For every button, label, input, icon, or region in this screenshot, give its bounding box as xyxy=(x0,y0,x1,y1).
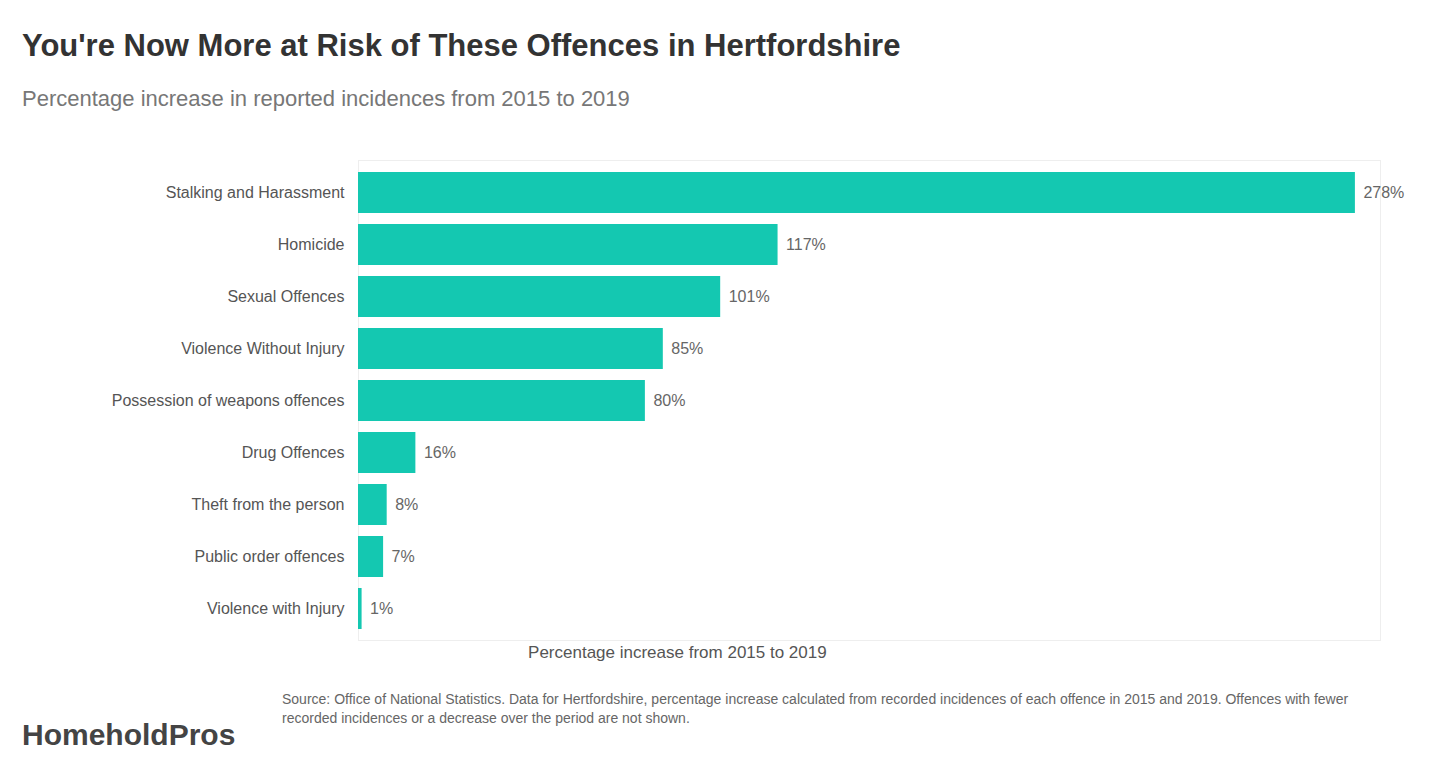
svg-text:Sexual Offences: Sexual Offences xyxy=(227,288,344,305)
svg-text:Drug Offences: Drug Offences xyxy=(242,444,345,461)
html-text:You're Now More at Risk of The: You're Now More at Risk of These Offence… xyxy=(22,28,901,63)
svg-text:8%: 8% xyxy=(395,496,418,513)
svg-text:117%: 117% xyxy=(786,236,826,253)
svg-text:80%: 80% xyxy=(653,392,685,409)
svg-text:278%: 278% xyxy=(1363,184,1404,201)
svg-text:Public order offences: Public order offences xyxy=(194,548,344,565)
svg-text:16%: 16% xyxy=(424,444,456,461)
svg-text:Stalking and Harassment: Stalking and Harassment xyxy=(166,184,345,201)
html-text:Source: Office of National Sta: Source: Office of National Statistics. D… xyxy=(282,691,1349,726)
svg-text:Homicide: Homicide xyxy=(278,236,345,253)
html-text:HomeholdPros: HomeholdPros xyxy=(22,718,236,751)
svg-text:7%: 7% xyxy=(392,548,415,565)
svg-text:101%: 101% xyxy=(729,288,770,305)
html-text:Percentage increase from 2015: Percentage increase from 2015 to 2019 xyxy=(528,643,827,662)
svg-text:Violence with Injury: Violence with Injury xyxy=(207,600,345,617)
svg-text:Possession of weapons offences: Possession of weapons offences xyxy=(112,392,345,409)
html-text:Percentage increase in reporte: Percentage increase in reported incidenc… xyxy=(22,86,630,111)
svg-text:Violence Without Injury: Violence Without Injury xyxy=(181,340,344,357)
svg-text:85%: 85% xyxy=(671,340,703,357)
svg-text:Theft from the person: Theft from the person xyxy=(192,496,345,513)
svg-text:1%: 1% xyxy=(370,600,393,617)
